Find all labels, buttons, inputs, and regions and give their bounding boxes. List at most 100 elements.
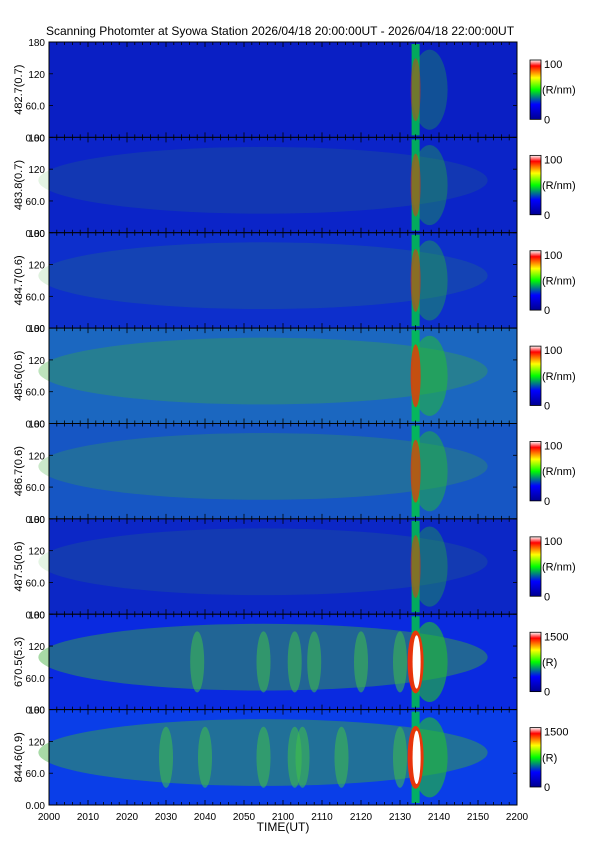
- y-tick-label: 180: [28, 706, 45, 717]
- panel-background: [49, 137, 517, 233]
- colorbar-max-label: 100: [544, 441, 562, 453]
- y-tick-label: 120: [28, 261, 45, 272]
- y-tick-label: 0.00: [26, 706, 46, 717]
- colorbar-min-label: 0: [544, 496, 550, 508]
- x-tick-label: 2010: [77, 812, 100, 823]
- y-tick-label: 120: [28, 356, 45, 367]
- y-tick-label: 180: [28, 420, 45, 431]
- y-tick-label: 180: [28, 229, 45, 240]
- x-tick-label: 2050: [233, 812, 256, 823]
- panel-haze: [38, 528, 488, 596]
- panel-ylabel: 844.6(0.9): [13, 732, 25, 782]
- colorbar-min-label: 0: [544, 401, 550, 413]
- y-tick-label: 120: [28, 737, 45, 748]
- breakup-glow: [411, 49, 448, 130]
- emission-band: [256, 726, 271, 788]
- y-tick-label: 60.0: [26, 483, 46, 494]
- panel-background: [49, 232, 517, 329]
- y-tick-label: 0.00: [26, 133, 46, 144]
- colorbar-unit-label: (R/nm): [542, 466, 576, 478]
- colorbar-unit-label: (R/nm): [542, 180, 576, 192]
- colorbar-unit-label: (R): [542, 752, 557, 764]
- emission-band: [256, 631, 271, 693]
- emission-band: [354, 631, 368, 693]
- panel-ylabel: 485.6(0.6): [13, 351, 25, 401]
- colorbar-min-label: 0: [544, 591, 550, 603]
- colorbar-min-label: 0: [544, 687, 550, 699]
- breakup-glow: [411, 145, 448, 226]
- y-tick-label: 180: [28, 133, 45, 144]
- colorbar: [529, 154, 542, 216]
- colorbar: [529, 727, 542, 788]
- colorbar-min-label: 0: [544, 305, 550, 317]
- emission-band: [307, 631, 322, 693]
- x-tick-label: 2120: [350, 812, 373, 823]
- panel-ylabel: 487.5(0.6): [13, 541, 25, 591]
- y-tick-label: 0.00: [26, 324, 46, 335]
- y-tick-label: 180: [28, 324, 45, 335]
- panel-background: [49, 518, 517, 615]
- y-tick-label: 60.0: [26, 578, 46, 589]
- panel: 0.00 60.0 120 180 485.6(0.6) 100 (R/nm) 0: [13, 324, 576, 430]
- colorbar-unit-label: (R/nm): [542, 85, 576, 97]
- y-tick-label: 0.00: [26, 515, 46, 526]
- panel: 0.00 60.0 120 180 484.7(0.6) 100 (R/nm) 0: [13, 229, 576, 335]
- colorbar: [529, 345, 542, 406]
- emission-band: [295, 726, 310, 788]
- panel: 0.00 60.0 120 180 482.7(0.7) 100 (R/nm) 0: [13, 38, 576, 144]
- colorbar-unit-label: (R): [542, 657, 557, 669]
- y-tick-label: 180: [28, 610, 45, 621]
- panel-haze: [38, 337, 488, 405]
- panel: 0.00 60.0 120 180 486.7(0.6) 100 (R/nm) 0: [13, 420, 576, 526]
- emission-band: [393, 631, 407, 693]
- breakup-core: [410, 248, 421, 312]
- y-tick-label: 0.00: [26, 801, 46, 812]
- y-tick-label: 0.00: [26, 610, 46, 621]
- x-axis-label: TIME(UT): [256, 820, 310, 834]
- x-tick-label: 2140: [428, 812, 451, 823]
- colorbar-max-label: 100: [544, 250, 562, 262]
- panel: 0.00 60.0 120 180 844.6(0.9) 1500 (R) 0: [13, 706, 568, 812]
- panel-ylabel: 483.8(0.7): [13, 160, 25, 210]
- breakup-glow: [411, 431, 448, 512]
- emission-band: [190, 631, 205, 693]
- panel-ylabel: 670.5(5.3): [13, 637, 25, 687]
- x-tick-label: 2040: [194, 812, 217, 823]
- breakup-glow: [411, 240, 448, 321]
- panel-ylabel: 482.7(0.7): [13, 65, 25, 115]
- y-tick-label: 60.0: [26, 102, 46, 113]
- panel: 0.00 60.0 120 180 483.8(0.7) 100 (R/nm) 0: [13, 133, 576, 239]
- colorbar: [529, 250, 542, 311]
- emission-band: [159, 726, 173, 788]
- colorbar-min-label: 0: [544, 210, 550, 222]
- x-tick-label: 2100: [272, 812, 295, 823]
- y-tick-label: 60.0: [26, 769, 46, 780]
- y-tick-label: 120: [28, 165, 45, 176]
- panel-haze: [38, 433, 488, 500]
- colorbar-unit-label: (R/nm): [542, 275, 576, 287]
- x-tick-label: 2000: [38, 812, 61, 823]
- y-tick-label: 0.00: [26, 229, 46, 240]
- breakup-peak: [412, 730, 421, 785]
- colorbar-max-label: 100: [544, 154, 562, 166]
- panel: 0.00 60.0 120 180 487.5(0.6) 100 (R/nm) 0: [13, 515, 576, 621]
- emission-band: [393, 726, 407, 788]
- y-tick-label: 180: [28, 38, 45, 49]
- colorbar-max-label: 1500: [544, 631, 568, 643]
- colorbar-unit-label: (R/nm): [542, 562, 576, 574]
- y-tick-label: 60.0: [26, 197, 46, 208]
- panel: 0.00 60.0 120 180 670.5(5.3) 1500 (R) 0: [13, 610, 568, 716]
- breakup-core: [410, 439, 421, 503]
- breakup-column: [411, 520, 420, 613]
- breakup-core: [410, 58, 421, 122]
- breakup-glow: [411, 335, 448, 416]
- panel-ylabel: 484.7(0.6): [13, 255, 25, 305]
- chart-title: Scanning Photomter at Syowa Station 2026…: [45, 24, 515, 38]
- colorbar-min-label: 0: [544, 114, 550, 126]
- panel-haze: [38, 242, 488, 310]
- breakup-core: [410, 153, 421, 217]
- colorbar: [529, 631, 542, 693]
- breakup-core: [410, 535, 421, 599]
- colorbar-max-label: 100: [544, 536, 562, 548]
- breakup-core: [410, 344, 421, 408]
